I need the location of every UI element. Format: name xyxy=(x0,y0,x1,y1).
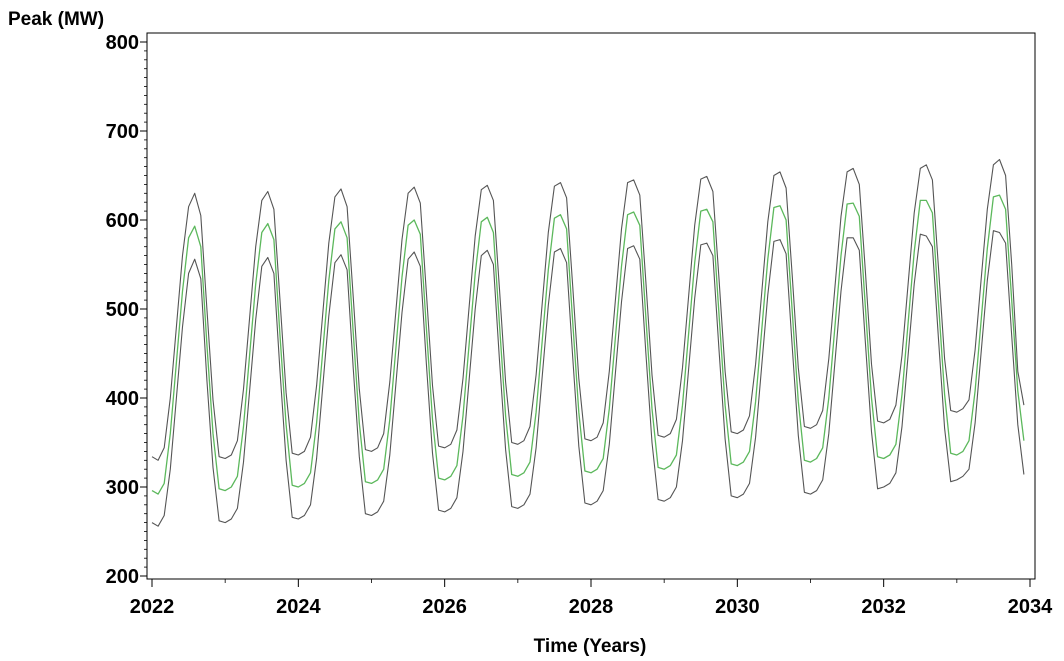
x-axis-title: Time (Years) xyxy=(534,636,647,657)
y-tick-label-400: 400 xyxy=(106,388,139,410)
x-tick-label-2024: 2024 xyxy=(276,596,321,618)
y-tick-label-600: 600 xyxy=(106,210,139,232)
x-tick-label-2032: 2032 xyxy=(861,596,906,618)
y-tick-label-800: 800 xyxy=(106,32,139,54)
x-tick-label-2034: 2034 xyxy=(1008,596,1053,618)
series-line-upper xyxy=(151,158,1025,461)
x-axis: 2022 2024 2026 2028 2030 2032 2034 xyxy=(130,579,1053,618)
series-line-lower xyxy=(151,230,1025,527)
x-tick-label-2028: 2028 xyxy=(569,596,614,618)
y-tick-label-200: 200 xyxy=(106,566,139,588)
x-tick-label-2022: 2022 xyxy=(130,596,175,618)
y-axis-title: Peak (MW) xyxy=(8,9,104,30)
series-line-forecast xyxy=(151,194,1025,495)
x-tick-label-2030: 2030 xyxy=(715,596,760,618)
y-tick-label-500: 500 xyxy=(106,299,139,321)
y-tick-label-300: 300 xyxy=(106,477,139,499)
y-tick-label-700: 700 xyxy=(106,121,139,143)
x-tick-label-2026: 2026 xyxy=(422,596,467,618)
y-axis: 200 300 400 500 600 700 800 xyxy=(106,32,147,588)
series-layer xyxy=(151,158,1025,527)
